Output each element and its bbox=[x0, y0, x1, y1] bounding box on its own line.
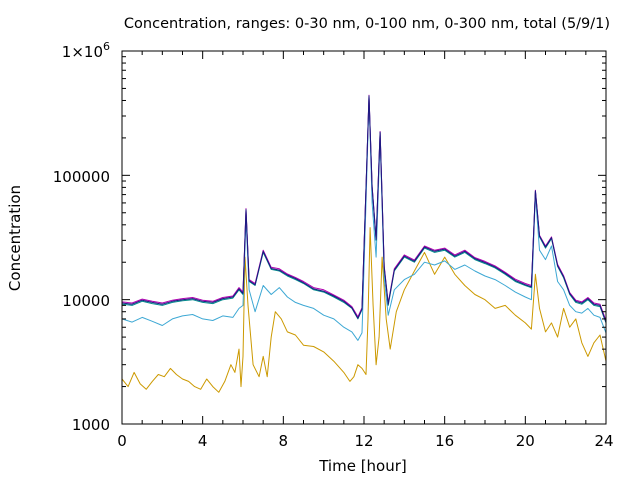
series-layer bbox=[121, 94, 607, 393]
x-tick-labels: 0 4 8 12 16 20 24 bbox=[117, 432, 613, 450]
y-tick-labels: 1000 10000 100000 1×106 bbox=[53, 40, 110, 434]
y-tick-label: 10000 bbox=[62, 292, 110, 310]
series-line bbox=[121, 94, 607, 321]
y-tick-label: 100000 bbox=[53, 168, 110, 186]
series-line bbox=[121, 96, 607, 324]
x-tick-label: 4 bbox=[198, 432, 208, 450]
x-tick-label: 20 bbox=[516, 432, 535, 450]
y-axis-label: Concentration bbox=[6, 185, 24, 291]
x-axis-label: Time [hour] bbox=[318, 457, 407, 475]
x-tick-label: 24 bbox=[594, 432, 613, 450]
y-tick-label: 1000 bbox=[72, 416, 110, 434]
x-tick-label: 16 bbox=[435, 432, 454, 450]
axis-ticks bbox=[121, 50, 607, 425]
series-line bbox=[121, 227, 607, 393]
chart-title: Concentration, ranges: 0-30 nm, 0-100 nm… bbox=[124, 16, 610, 32]
x-tick-label: 12 bbox=[354, 432, 373, 450]
y-tick-label-mantissa: 1×10 bbox=[62, 43, 103, 61]
series-line bbox=[121, 95, 607, 323]
series-line bbox=[121, 97, 607, 341]
x-tick-label: 8 bbox=[279, 432, 289, 450]
y-tick-label-exponent: 6 bbox=[103, 40, 110, 53]
x-tick-label: 0 bbox=[117, 432, 127, 450]
y-tick-label: 1×106 bbox=[62, 40, 110, 61]
